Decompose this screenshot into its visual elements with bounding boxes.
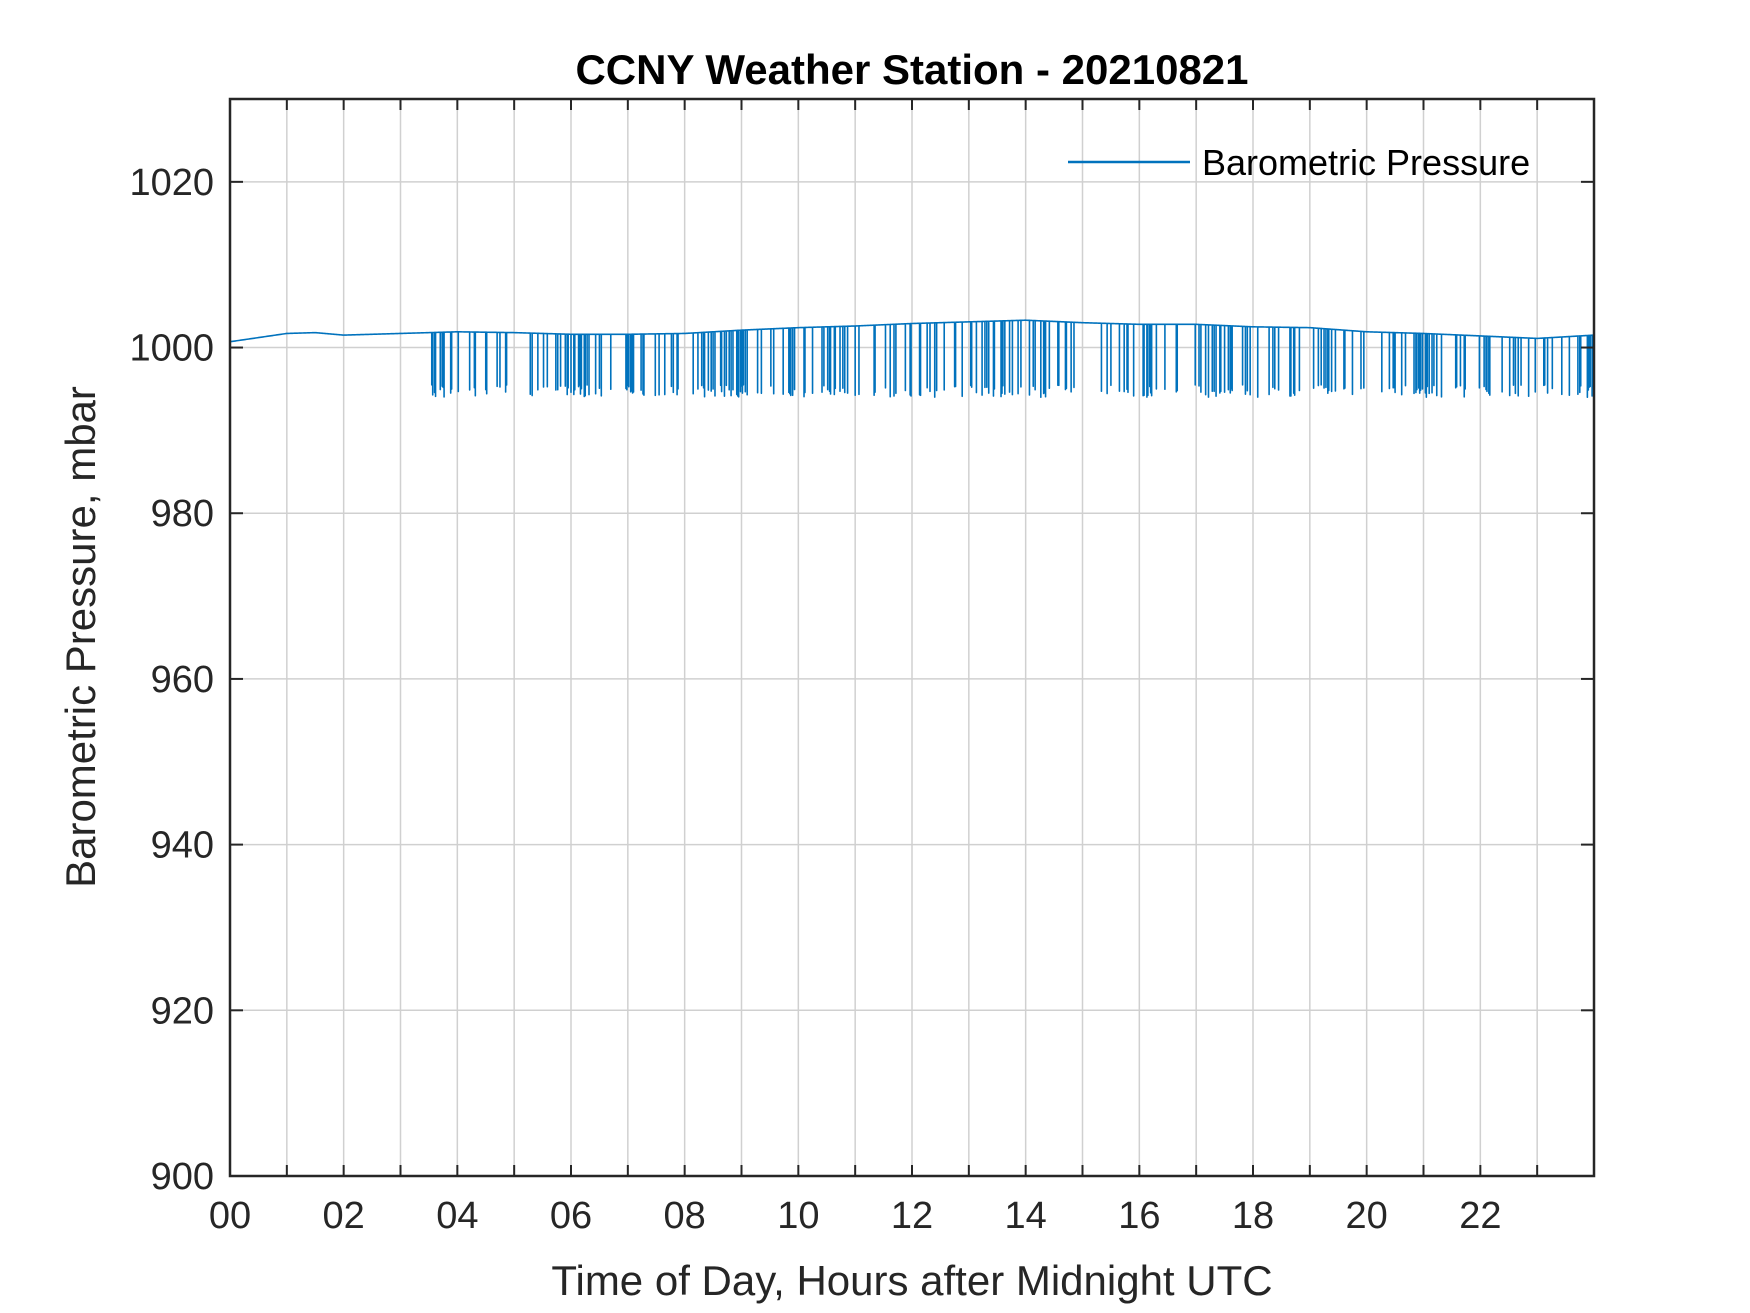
x-tick-label: 10 <box>777 1195 819 1237</box>
chart-title: CCNY Weather Station - 20210821 <box>575 46 1248 93</box>
y-axis-label: Barometric Pressure, mbar <box>57 386 104 888</box>
x-tick-label: 08 <box>664 1195 706 1237</box>
series-barometric-pressure <box>229 319 1595 399</box>
x-axis-label: Time of Day, Hours after Midnight UTC <box>551 1257 1272 1304</box>
ticks <box>229 99 1595 1177</box>
barometric-pressure-line <box>229 319 1595 399</box>
x-tick-labels: 00 02 04 06 08 10 12 14 16 18 20 22 <box>209 1195 1502 1237</box>
x-tick-label: 20 <box>1346 1195 1388 1237</box>
y-tick-label: 1020 <box>129 162 214 204</box>
y-tick-labels: 900 920 940 960 980 1000 1020 <box>129 162 214 1198</box>
y-tick-label: 1000 <box>129 328 214 370</box>
y-tick-label: 900 <box>151 1156 214 1198</box>
grid <box>229 99 1595 1177</box>
x-tick-label: 12 <box>891 1195 933 1237</box>
x-tick-label: 06 <box>550 1195 592 1237</box>
x-tick-label: 04 <box>436 1195 478 1237</box>
x-tick-label: 02 <box>323 1195 365 1237</box>
x-tick-label: 18 <box>1232 1195 1274 1237</box>
x-tick-label: 16 <box>1118 1195 1160 1237</box>
legend: Barometric Pressure <box>1068 142 1530 183</box>
x-tick-label: 14 <box>1005 1195 1047 1237</box>
y-tick-label: 960 <box>151 659 214 701</box>
legend-label: Barometric Pressure <box>1202 142 1530 183</box>
y-tick-label: 920 <box>151 990 214 1032</box>
y-tick-label: 980 <box>151 493 214 535</box>
x-tick-label: 22 <box>1459 1195 1501 1237</box>
y-tick-label: 940 <box>151 825 214 867</box>
x-tick-label: 00 <box>209 1195 251 1237</box>
